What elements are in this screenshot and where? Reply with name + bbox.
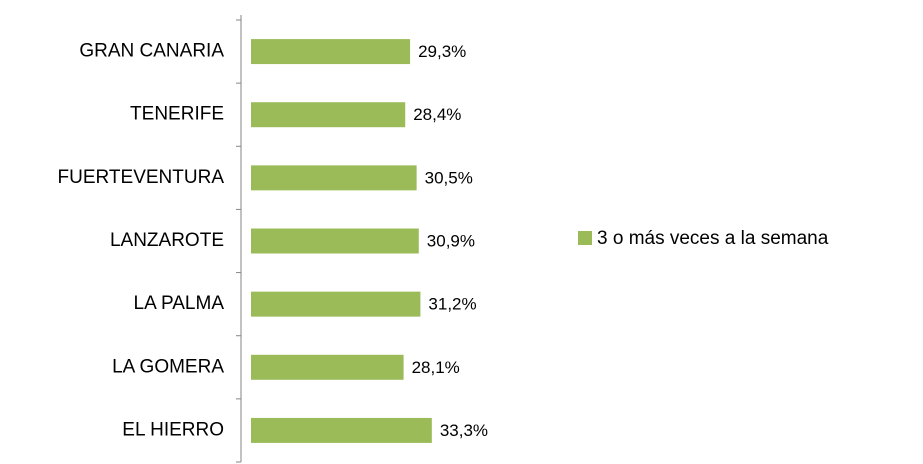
bar <box>251 102 406 128</box>
bar <box>251 354 404 380</box>
data-label: 29,3% <box>418 42 466 61</box>
data-label: 30,5% <box>425 168 473 187</box>
data-label: 28,1% <box>412 358 460 377</box>
data-label: 30,9% <box>427 231 475 250</box>
category-label: EL HIERRO <box>122 419 224 440</box>
category-label: GRAN CANARIA <box>79 41 224 62</box>
category-label: FUERTEVENTURA <box>58 167 225 188</box>
bar <box>251 291 421 317</box>
bar <box>251 39 411 65</box>
category-label: TENERIFE <box>130 104 224 125</box>
category-label: LA PALMA <box>134 293 225 314</box>
bar <box>251 165 417 191</box>
legend-label: 3 o más veces a la semana <box>597 228 829 249</box>
legend-swatch <box>578 231 592 245</box>
category-label: LANZAROTE <box>110 230 224 251</box>
category-label: LA GOMERA <box>112 356 224 377</box>
data-label: 33,3% <box>440 421 488 440</box>
bar <box>251 228 419 254</box>
data-label: 28,4% <box>413 105 461 124</box>
data-label: 31,2% <box>428 295 476 314</box>
bar <box>251 417 432 443</box>
